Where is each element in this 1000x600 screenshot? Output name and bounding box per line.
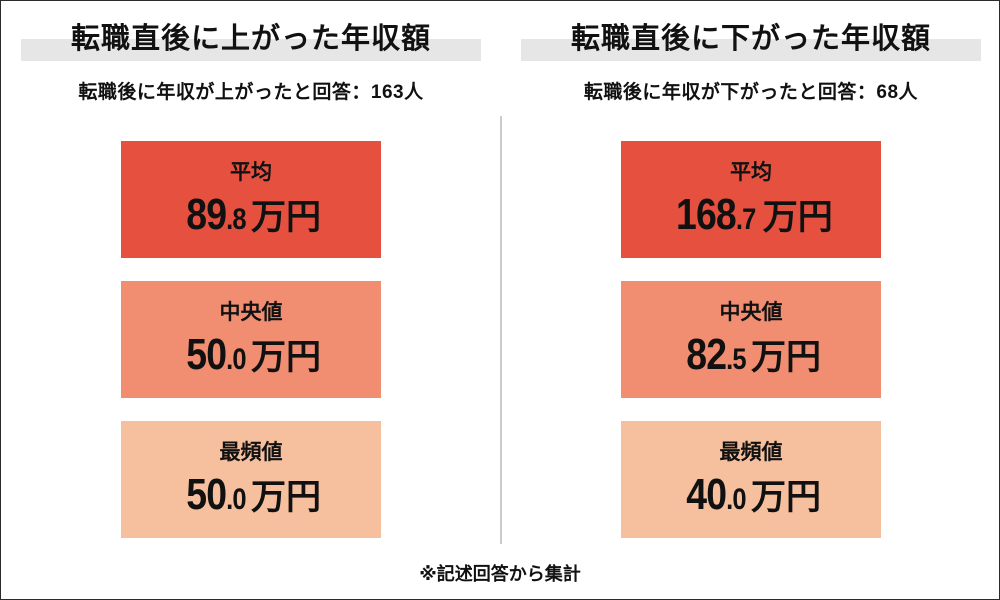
panel-salary-decrease: 転職直後に下がった年収額 転職後に年収が下がったと回答：68人 平均 168.7…	[501, 1, 999, 599]
stat-label: 平均	[230, 161, 272, 184]
title-highlight-bar	[21, 39, 481, 61]
stat-label: 中央値	[219, 301, 283, 324]
value-decimal: .0	[226, 343, 246, 376]
stats-column: 平均 89.8 万円 中央値 50.0 万円 最頻値 50.0 万円	[121, 141, 381, 561]
value-integer: 168	[676, 190, 737, 239]
value-decimal: .5	[726, 343, 746, 376]
stat-value: 50.0 万円	[181, 333, 321, 377]
title-highlight-bar	[521, 39, 981, 61]
panel-subtitle: 転職後に年収が下がったと回答：68人	[583, 82, 919, 103]
value-integer: 40	[686, 470, 727, 519]
stat-card-average: 平均 89.8 万円	[121, 141, 381, 258]
stat-label: 最頻値	[719, 441, 783, 464]
stat-value: 82.5 万円	[681, 333, 821, 377]
panel-subtitle: 転職後に年収が上がったと回答：163人	[78, 82, 424, 103]
value-integer: 82	[686, 330, 727, 379]
stat-value: 168.7 万円	[669, 193, 832, 237]
value-decimal: .8	[226, 203, 246, 236]
value-integer: 89	[186, 190, 227, 239]
stat-card-median: 中央値 50.0 万円	[121, 281, 381, 398]
stat-card-mode: 最頻値 40.0 万円	[621, 421, 881, 538]
stat-card-mode: 最頻値 50.0 万円	[121, 421, 381, 538]
footer-note: ※記述回答から集計	[419, 564, 581, 584]
stat-card-average: 平均 168.7 万円	[621, 141, 881, 258]
value-unit: 万円	[750, 338, 821, 377]
value-decimal: .0	[726, 483, 746, 516]
value-integer: 50	[186, 330, 227, 379]
value-number: 168.7	[676, 190, 756, 239]
value-unit: 万円	[250, 198, 321, 237]
stat-value: 50.0 万円	[181, 473, 321, 517]
value-number: 89.8	[186, 190, 246, 239]
value-number: 50.0	[186, 330, 246, 379]
stat-label: 平均	[730, 161, 772, 184]
stat-label: 中央値	[719, 301, 783, 324]
panel-title: 転職直後に上がった年収額	[70, 23, 431, 55]
panel-salary-increase: 転職直後に上がった年収額 転職後に年収が上がったと回答：163人 平均 89.8…	[1, 1, 501, 599]
stat-card-median: 中央値 82.5 万円	[621, 281, 881, 398]
value-number: 82.5	[686, 330, 746, 379]
value-integer: 50	[186, 470, 227, 519]
value-decimal: .0	[226, 483, 246, 516]
stat-label: 最頻値	[219, 441, 283, 464]
value-unit: 万円	[750, 478, 821, 517]
value-unit: 万円	[250, 478, 321, 517]
panel-title: 転職直後に下がった年収額	[570, 23, 931, 55]
value-number: 50.0	[186, 470, 246, 519]
stat-value: 40.0 万円	[681, 473, 821, 517]
value-unit: 万円	[762, 198, 833, 237]
value-number: 40.0	[686, 470, 746, 519]
stat-value: 89.8 万円	[181, 193, 321, 237]
panel-divider	[500, 116, 502, 544]
stats-column: 平均 168.7 万円 中央値 82.5 万円 最頻値 40.0 万円	[621, 141, 881, 561]
value-unit: 万円	[250, 338, 321, 377]
value-decimal: .7	[736, 203, 756, 236]
